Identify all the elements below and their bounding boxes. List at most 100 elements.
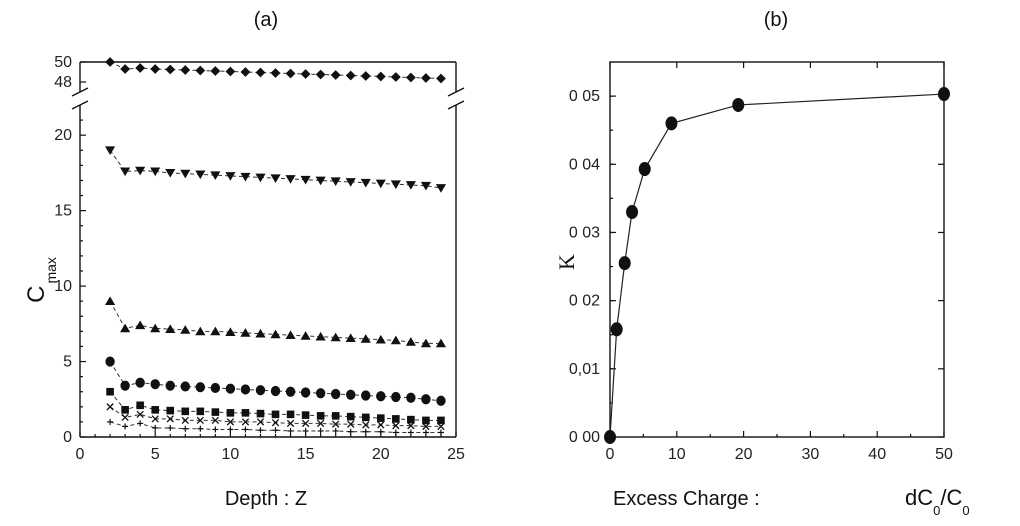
data-point-a <box>405 72 416 83</box>
formula-sub2: 0 <box>962 503 969 518</box>
data-point-a <box>361 413 370 422</box>
x-tick-label-a: 10 <box>222 446 240 463</box>
data-point-a <box>120 380 130 391</box>
data-point-a <box>301 419 310 428</box>
series-a-circle <box>105 356 446 406</box>
data-point-a <box>331 412 340 420</box>
data-point-a <box>196 416 204 425</box>
data-point-a <box>315 388 326 399</box>
data-point-a <box>301 411 310 419</box>
chart-a: (a) 0 5 10 15 20 48 50 0 5 10 15 20 25 Depth : Z Cm… <box>23 9 465 510</box>
data-point-a <box>135 63 146 73</box>
data-point-a <box>195 326 206 336</box>
data-point-a <box>106 387 114 396</box>
y-tick-label-a: 20 <box>54 127 72 144</box>
data-point-a <box>150 379 160 390</box>
data-point-a <box>226 418 235 426</box>
x-tick-label-b: 50 <box>935 446 953 463</box>
data-point-b <box>604 430 616 444</box>
data-point-a <box>392 422 400 430</box>
data-point-a <box>151 415 159 423</box>
y-tick-label-a: 5 <box>63 354 72 371</box>
y-tick-label-a: 48 <box>54 74 72 91</box>
data-point-a <box>181 407 190 416</box>
data-point-a <box>210 66 221 76</box>
data-point-a <box>390 335 401 345</box>
chart-b: (b) 0 00 0,01 0 02 0 03 0 04 0 05 0 10 20 30 40 50… <box>554 9 970 518</box>
data-point-a <box>300 175 311 185</box>
data-point-a <box>285 175 296 184</box>
data-point-a <box>361 390 371 401</box>
data-point-a <box>405 181 416 190</box>
data-point-a <box>165 324 176 333</box>
data-point-a <box>315 331 326 341</box>
series-line-a <box>109 421 441 433</box>
data-point-a <box>180 65 191 75</box>
data-point-a <box>226 409 235 417</box>
data-point-a <box>150 64 161 74</box>
data-point-a <box>435 338 447 348</box>
formula-dc: dC <box>905 485 933 510</box>
data-point-a <box>195 65 206 76</box>
data-point-a <box>420 338 431 348</box>
formula-slash: /C <box>940 485 962 510</box>
y-axis-label-a: Cmax <box>23 257 59 303</box>
data-point-a <box>436 73 446 84</box>
x-tick-label-b: 30 <box>802 446 820 463</box>
data-point-a <box>421 394 431 405</box>
data-point-a <box>165 380 175 391</box>
x-tick-label-a: 25 <box>447 446 465 463</box>
data-point-b <box>938 87 950 102</box>
data-point-a <box>181 416 189 425</box>
data-point-a <box>360 178 371 188</box>
data-point-a <box>255 385 266 396</box>
data-point-a <box>270 68 281 78</box>
data-point-a <box>211 408 220 416</box>
data-point-a <box>330 70 341 80</box>
data-point-a <box>255 67 266 78</box>
y-tick-label-b: 0 05 <box>569 88 600 105</box>
data-point-a <box>285 330 296 339</box>
data-point-a <box>390 180 401 189</box>
svg-text:Cmax: Cmax <box>23 257 59 303</box>
data-point-a <box>377 414 385 422</box>
data-point-a <box>360 334 371 343</box>
x-tick-label-b: 20 <box>735 446 753 463</box>
y-ticks-b: 0 00 0,01 0 02 0 03 0 04 0 05 <box>569 88 944 446</box>
data-point-a <box>121 406 129 414</box>
data-point-b <box>618 256 631 271</box>
data-point-a <box>105 146 116 156</box>
data-point-a <box>332 420 340 428</box>
x-tick-label-b: 0 <box>606 446 615 463</box>
data-point-a <box>195 170 206 180</box>
series-group-a <box>105 57 447 436</box>
y-tick-label-b: 0,01 <box>569 361 600 378</box>
series-line-a <box>109 361 442 402</box>
data-point-a <box>225 383 236 394</box>
data-point-a <box>436 395 446 406</box>
data-point-a <box>256 418 265 426</box>
data-point-a <box>180 381 190 392</box>
data-point-a <box>435 184 447 193</box>
data-point-a <box>241 418 250 426</box>
data-point-a <box>136 410 144 419</box>
data-point-b <box>665 116 678 131</box>
data-point-a <box>240 172 251 182</box>
data-point-a <box>240 328 251 337</box>
y-tick-label-a: 10 <box>54 278 72 295</box>
panel-label-a: (a) <box>254 9 278 31</box>
y-axis-label-b: K <box>554 254 579 270</box>
data-point-a <box>225 327 236 336</box>
y-tick-label-b: 0 03 <box>569 224 600 241</box>
data-point-a <box>330 177 341 186</box>
x-axis-label-b: Excess Charge : <box>613 488 760 510</box>
data-point-a <box>121 413 129 422</box>
y-ticks-a: 0 5 10 15 20 48 50 <box>54 54 86 446</box>
y-tick-label-b: 0 04 <box>569 156 600 173</box>
data-point-a <box>421 73 431 83</box>
data-point-a <box>165 64 176 75</box>
plot-box-b <box>609 61 945 438</box>
data-point-a <box>195 382 206 393</box>
series-a-triangle-up <box>105 296 447 348</box>
